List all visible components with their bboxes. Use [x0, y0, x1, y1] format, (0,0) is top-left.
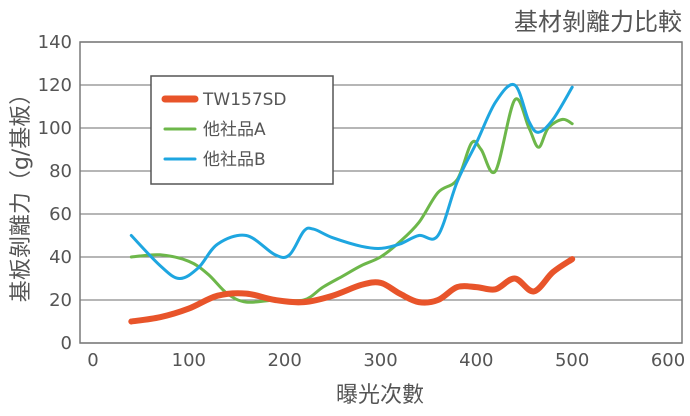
y-tick-label: 120: [38, 75, 72, 96]
x-tick-label: 300: [363, 350, 397, 371]
series-lines: [128, 82, 576, 325]
y-axis-title: 基板剝離力（g/基板）: [9, 83, 34, 302]
x-axis-title: 曝光次數: [336, 383, 424, 408]
y-tick-label: 100: [38, 118, 72, 139]
y-tick-label: 80: [49, 161, 72, 182]
legend-label: 他社品B: [203, 150, 266, 170]
x-tick-label: 600: [651, 350, 685, 371]
x-tick-label: 200: [267, 350, 301, 371]
series-line-1: [128, 256, 576, 325]
plot-area-frame: [79, 41, 683, 344]
chart-title: 基材剝離力比較: [514, 8, 682, 36]
y-axis-ticks: 0 20 40 60 80 100 120 140: [38, 32, 72, 354]
x-tick-label: 400: [459, 350, 493, 371]
legend: TW157SD 他社品A 他社品B: [150, 75, 334, 185]
x-axis-ticks: 0 100 200 300 400 500 600: [87, 350, 685, 371]
y-tick-label: 60: [49, 204, 72, 225]
y-tick-label: 40: [49, 247, 72, 268]
x-tick-label: 0: [87, 350, 98, 371]
y-tick-label: 0: [61, 333, 72, 354]
legend-label: 他社品A: [203, 120, 266, 140]
y-tick-label: 20: [49, 290, 72, 311]
y-tick-label: 140: [38, 32, 72, 53]
x-tick-label: 100: [172, 350, 206, 371]
series-line-3: [129, 82, 574, 280]
x-tick-label: 500: [555, 350, 589, 371]
legend-label: TW157SD: [202, 90, 287, 110]
